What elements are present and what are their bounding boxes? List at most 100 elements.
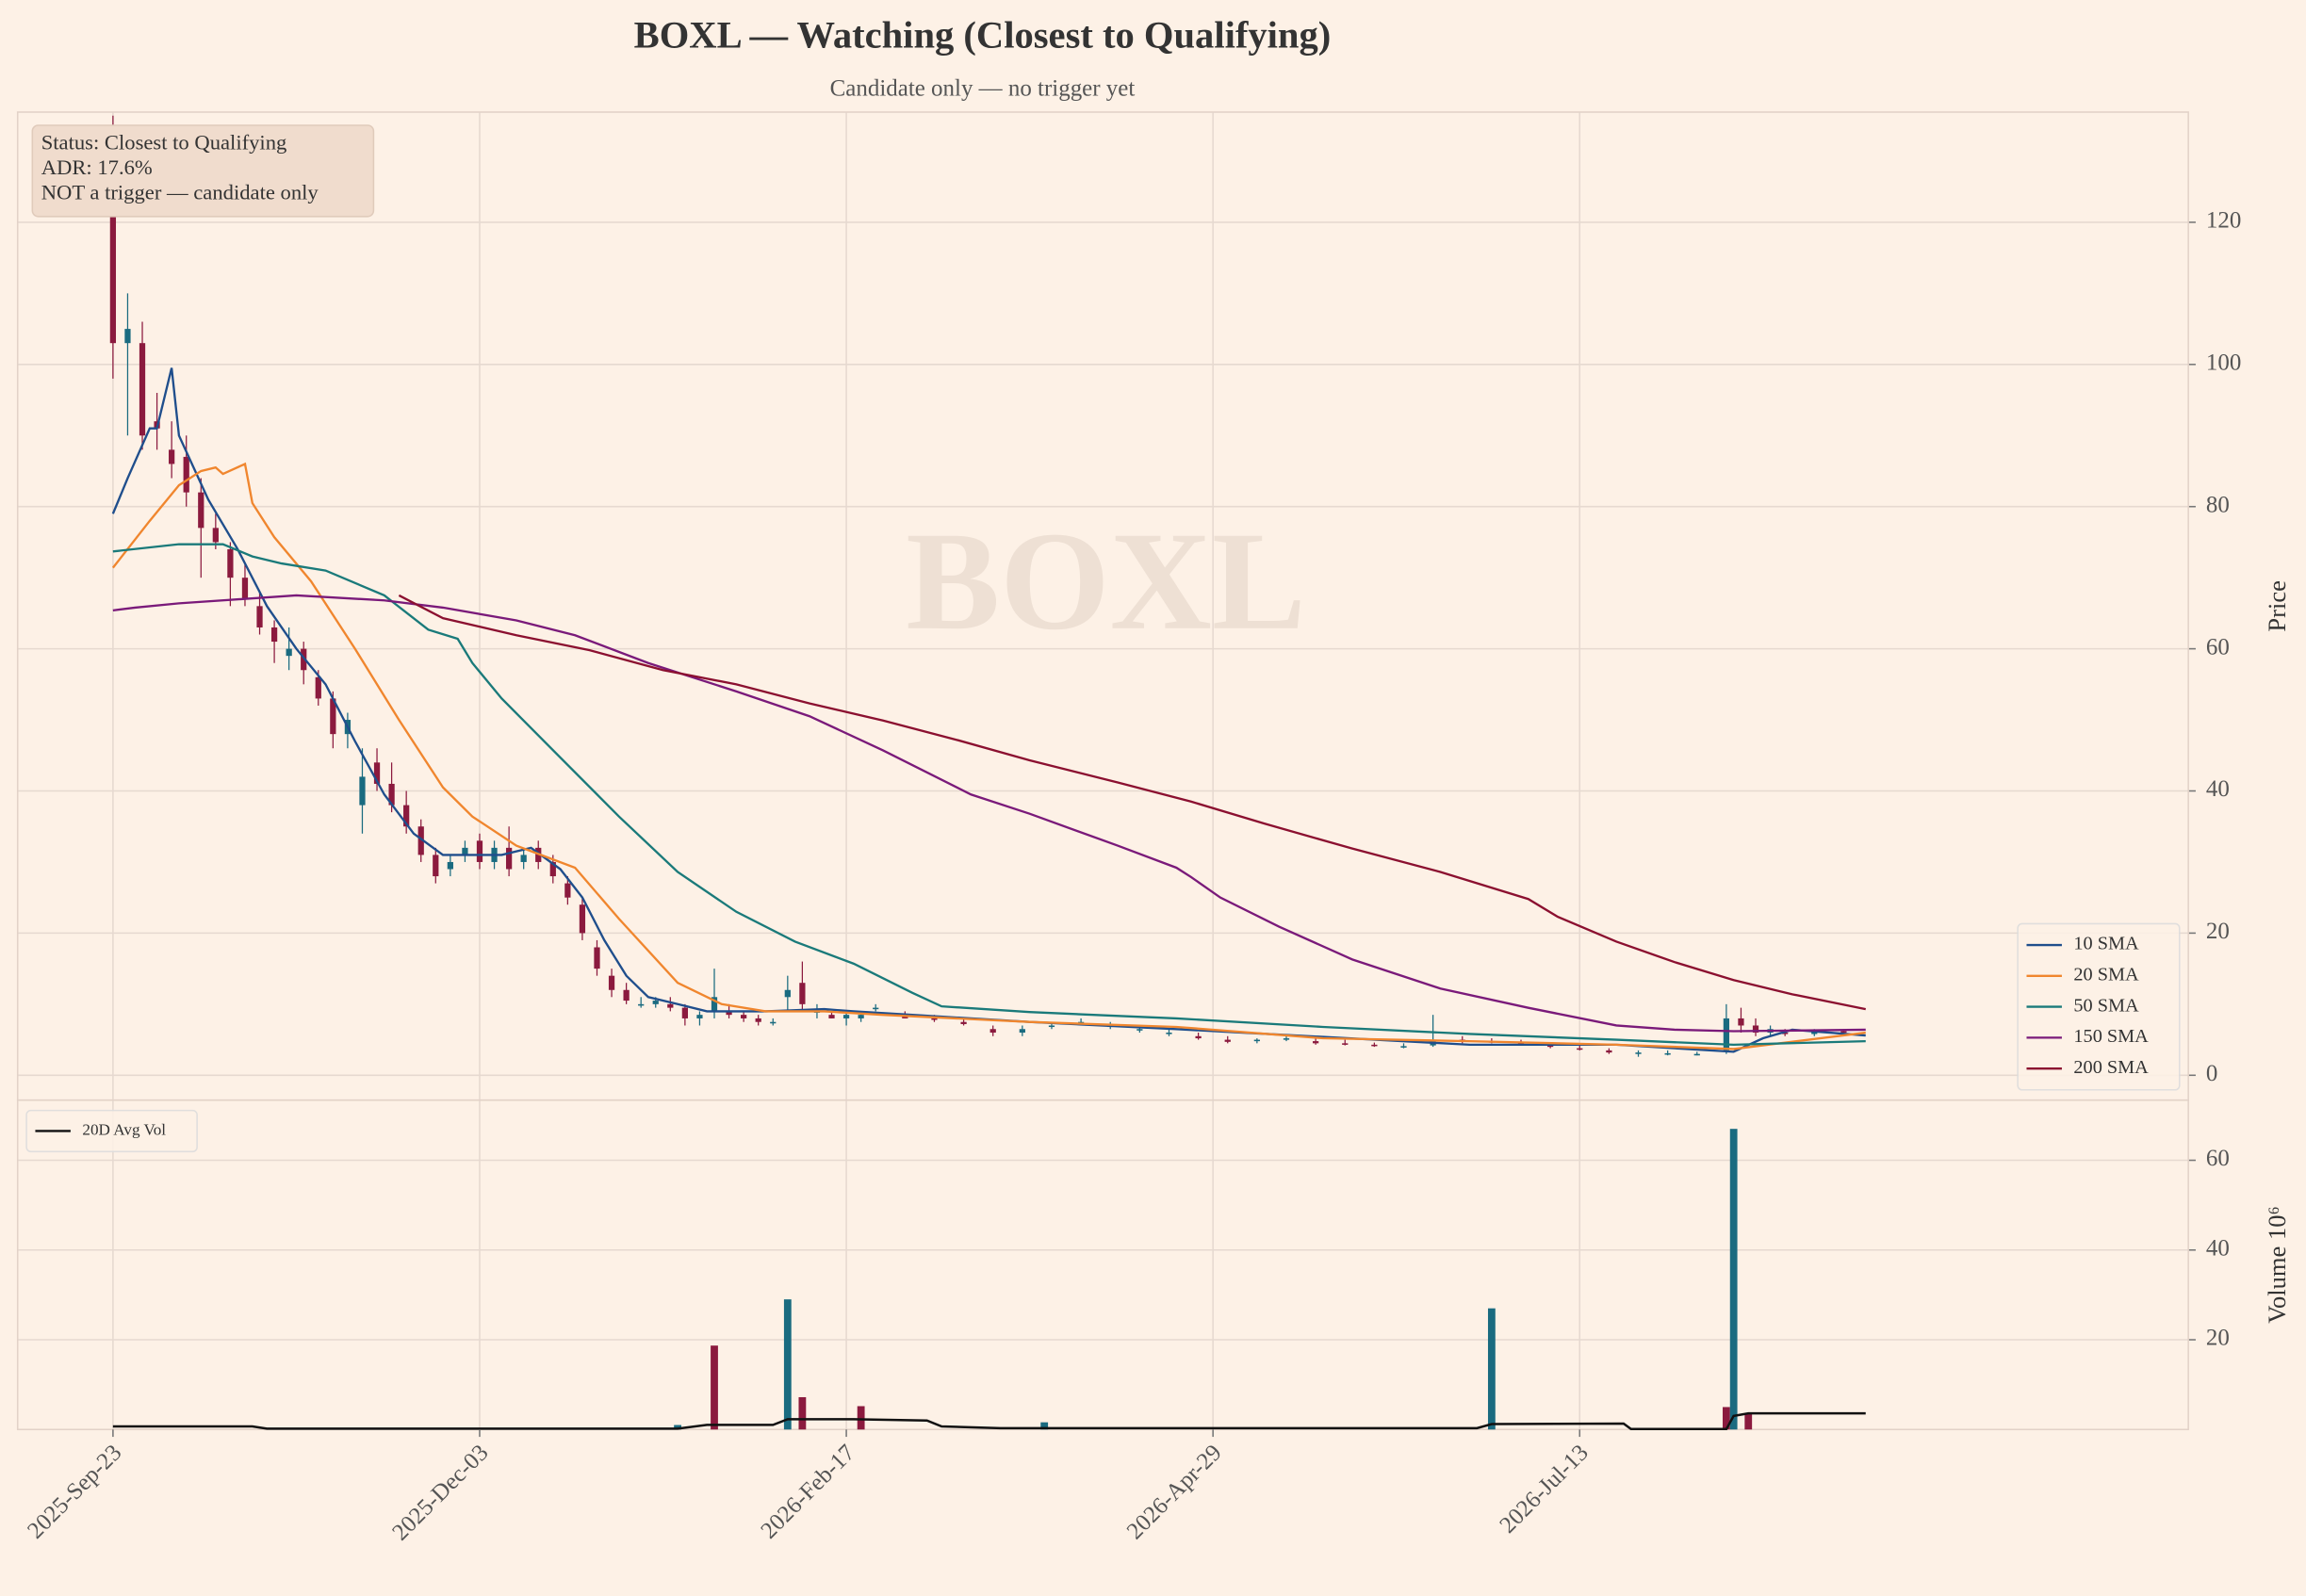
candle-body: [476, 840, 483, 862]
annotation-text: ADR: 17.6%: [41, 155, 153, 179]
candle-body: [1752, 1025, 1759, 1034]
candle-body: [373, 762, 381, 784]
y-tick-label: 120: [2206, 208, 2241, 234]
legend-box: [25, 1109, 198, 1153]
line: [112, 543, 1866, 1047]
candle-body: [1283, 1038, 1290, 1040]
candle-body: [842, 1015, 850, 1018]
candle-body: [1137, 1029, 1143, 1031]
candle-body: [741, 1015, 747, 1018]
candle-body: [1664, 1052, 1671, 1055]
candle-body: [1371, 1044, 1378, 1047]
y-tick-label: 60: [2206, 634, 2230, 660]
candle-body: [1782, 1033, 1789, 1034]
volume-bar: [1729, 1129, 1738, 1430]
candle-body: [828, 1015, 835, 1018]
candle-body: [124, 329, 131, 344]
candle-body: [241, 578, 249, 599]
watermark: BOXL: [906, 504, 1306, 660]
volume-bar: [1040, 1422, 1049, 1430]
candle-body: [286, 648, 292, 657]
candle-body: [1312, 1041, 1319, 1044]
candle-body: [549, 861, 556, 877]
volume-bar: [1487, 1308, 1496, 1430]
candle-body: [1019, 1029, 1025, 1034]
candle-body: [227, 548, 234, 578]
candle-body: [623, 989, 630, 1002]
candle-body: [1635, 1052, 1642, 1054]
legend-label: 150 SMA: [2073, 1026, 2149, 1047]
candle-body: [652, 1001, 659, 1004]
volume-bar: [1744, 1413, 1753, 1430]
candle-body: [755, 1018, 761, 1022]
candle-body: [183, 456, 189, 493]
candle-body: [198, 492, 204, 529]
candle-body: [256, 606, 263, 627]
candle-body: [696, 1015, 703, 1018]
volume-bar: [857, 1406, 865, 1430]
y-tick-label: 100: [2206, 350, 2241, 376]
y-tick-label: 80: [2206, 492, 2230, 517]
plot-frame: [16, 1099, 2189, 1431]
candle-body: [315, 676, 321, 699]
candle-body: [579, 904, 586, 934]
legend-label: 50 SMA: [2073, 995, 2139, 1016]
volume-bar: [1722, 1407, 1730, 1430]
chart-title: BOXL — Watching (Closest to Qualifying): [634, 13, 1332, 56]
candle-body: [505, 847, 513, 870]
candle-body: [858, 1015, 864, 1018]
volume-bar: [798, 1396, 807, 1430]
y-tick-label: 60: [2206, 1146, 2230, 1171]
annotation-text: Status: Closest to Qualifying: [41, 131, 287, 155]
candle-body: [403, 805, 410, 827]
legend-label: 20 SMA: [2073, 964, 2139, 985]
candle-body: [711, 997, 718, 1012]
y-tick-label: 20: [2206, 919, 2230, 944]
candle-body: [301, 648, 307, 671]
legend-label: 20D Avg Vol: [82, 1120, 166, 1138]
candle-body: [1577, 1048, 1583, 1050]
candle-body: [447, 861, 453, 870]
candle-body: [564, 883, 571, 898]
y-axis-label: Price: [2263, 580, 2291, 631]
candle-body: [784, 989, 791, 998]
candle-body: [1723, 1018, 1730, 1050]
candle-body: [989, 1029, 996, 1034]
candle-body: [594, 947, 600, 969]
y-tick-label: 20: [2206, 1326, 2230, 1351]
candle-body: [799, 983, 806, 1004]
candle-body: [681, 1007, 688, 1018]
candle-body: [1693, 1053, 1700, 1056]
candle-body: [462, 847, 468, 855]
candle-body: [1811, 1031, 1818, 1034]
candle-body: [1840, 1031, 1847, 1034]
candle-body: [638, 1003, 645, 1006]
candle-body: [608, 975, 615, 990]
candle-body: [873, 1007, 879, 1010]
candle-body: [931, 1018, 938, 1020]
volume-bar: [783, 1299, 792, 1430]
volume-bar: [711, 1345, 718, 1430]
candle-body: [1400, 1046, 1407, 1048]
candle-body: [960, 1021, 967, 1024]
candle-body: [770, 1021, 777, 1024]
volume-bar: [674, 1425, 681, 1430]
line: [112, 594, 1866, 1033]
candle-body: [1342, 1043, 1349, 1045]
candle-body: [417, 826, 424, 855]
y-tick-label: 40: [2206, 1236, 2230, 1262]
candle-body: [726, 1011, 732, 1016]
y-tick-label: 0: [2206, 1061, 2217, 1086]
line: [112, 1411, 1866, 1431]
candle-body: [270, 627, 278, 643]
candle-body: [359, 776, 366, 806]
candle-body: [1048, 1025, 1055, 1028]
candle-body: [388, 783, 395, 806]
candle-body: [212, 528, 219, 543]
candle-body: [1195, 1035, 1202, 1039]
candle-body: [1547, 1045, 1554, 1048]
candle-body: [1166, 1033, 1172, 1034]
